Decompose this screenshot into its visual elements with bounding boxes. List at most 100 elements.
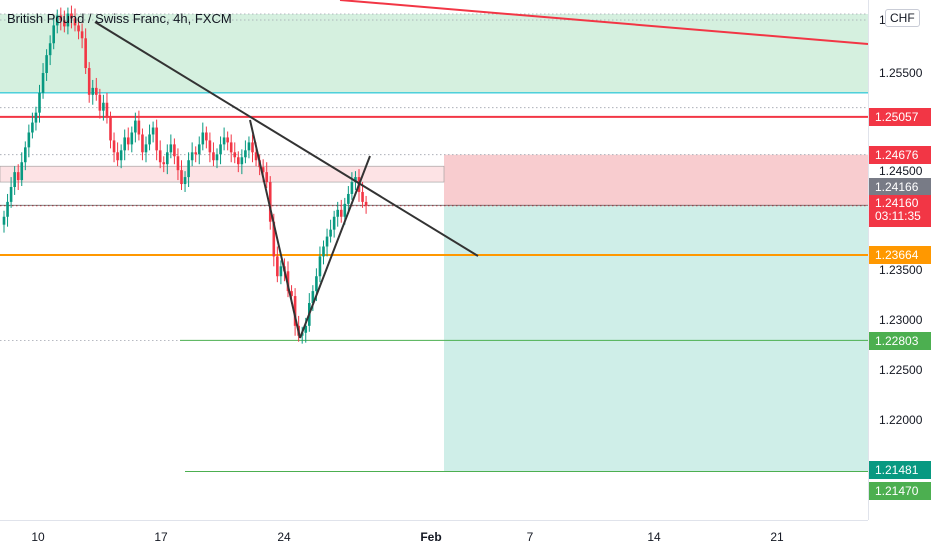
candle-body bbox=[343, 203, 347, 217]
time-tick: 21 bbox=[770, 530, 784, 544]
candle-body bbox=[116, 152, 119, 161]
candle-body bbox=[318, 256, 322, 277]
time-tick: 7 bbox=[526, 530, 534, 544]
time-tick: 14 bbox=[647, 530, 661, 544]
price-tick: 1.24500 bbox=[879, 164, 923, 178]
candle-body bbox=[112, 140, 116, 153]
candle-body bbox=[70, 13, 73, 19]
candle-body bbox=[27, 132, 31, 148]
candle-body bbox=[9, 187, 13, 202]
current-price-label: 1.24160 03:11:35 bbox=[869, 195, 931, 227]
candle-body bbox=[226, 137, 229, 143]
trendlines-layer bbox=[94, 0, 868, 339]
candle-body bbox=[91, 87, 95, 95]
candle-body bbox=[102, 102, 105, 111]
symbol-title[interactable]: British Pound / Swiss Franc, 4h, FXCM bbox=[7, 11, 232, 26]
candle-body bbox=[52, 25, 55, 44]
grey-level-price-label: 1.24166 bbox=[869, 178, 931, 196]
target-price-label: 1.21481 bbox=[869, 461, 931, 479]
candle-body bbox=[194, 152, 197, 155]
candle-body bbox=[166, 152, 169, 165]
low-price-label: 1.22803 bbox=[869, 332, 931, 350]
candle-body bbox=[183, 177, 187, 185]
candle-body bbox=[173, 144, 176, 157]
candle-body bbox=[208, 140, 212, 153]
candle-body bbox=[176, 156, 180, 171]
candle-body bbox=[134, 120, 137, 133]
time-axis[interactable]: 10 17 24 Feb 7 14 21 bbox=[0, 520, 868, 550]
entry-box bbox=[0, 165, 445, 183]
candle-body bbox=[339, 209, 343, 217]
candle-body bbox=[155, 127, 158, 151]
currency-badge[interactable]: CHF bbox=[885, 9, 920, 27]
candle-body bbox=[162, 162, 166, 165]
candle-body bbox=[126, 137, 130, 145]
candle-body bbox=[38, 92, 41, 113]
candle-body bbox=[123, 137, 126, 151]
candle-body bbox=[290, 291, 293, 297]
time-tick: 10 bbox=[31, 530, 45, 544]
candle-body bbox=[169, 144, 173, 153]
candle-body bbox=[325, 236, 329, 247]
candle-body bbox=[233, 152, 237, 158]
candle-body bbox=[254, 152, 258, 161]
candle-body bbox=[347, 193, 350, 204]
candle-body bbox=[158, 150, 162, 163]
candle-body bbox=[63, 20, 66, 27]
candle-body bbox=[201, 132, 205, 145]
rising-wedge-line bbox=[299, 155, 371, 339]
long-term-trendline bbox=[339, 0, 868, 45]
candle-body bbox=[6, 201, 9, 217]
candle-body bbox=[268, 182, 272, 222]
candle-body bbox=[322, 246, 325, 257]
candle-body bbox=[2, 216, 6, 225]
candle-body bbox=[180, 170, 183, 185]
candle-body bbox=[272, 221, 276, 257]
candle-body bbox=[105, 102, 109, 118]
candle-body bbox=[237, 157, 240, 165]
candle-body bbox=[66, 13, 70, 27]
stop-price-label: 1.24676 bbox=[869, 146, 931, 164]
price-tick: 1.22500 bbox=[879, 363, 923, 377]
take-profit-zone bbox=[444, 205, 868, 472]
candle-body bbox=[24, 147, 27, 163]
candle-body bbox=[187, 160, 190, 178]
candle-body bbox=[109, 117, 112, 141]
time-tick: 24 bbox=[277, 530, 291, 544]
current-price-value: 1.24160 bbox=[875, 196, 919, 210]
candle-body bbox=[190, 152, 194, 161]
candle-body bbox=[55, 15, 59, 26]
candle-body bbox=[265, 172, 268, 183]
candle-body bbox=[73, 18, 77, 26]
candle-body bbox=[332, 216, 336, 230]
candle-body bbox=[247, 142, 251, 151]
candle-body bbox=[222, 137, 226, 145]
price-tick: 1.25500 bbox=[879, 66, 923, 80]
candle-body bbox=[276, 256, 279, 277]
candle-body bbox=[119, 150, 123, 161]
candle-body bbox=[329, 229, 332, 237]
descending-trendline bbox=[94, 21, 479, 257]
candle-body bbox=[80, 31, 84, 39]
candle-body bbox=[244, 150, 247, 158]
target-2-price-label: 1.21470 bbox=[869, 482, 931, 500]
candle-body bbox=[311, 291, 315, 304]
candle-body bbox=[364, 201, 368, 206]
candle-body bbox=[354, 177, 357, 183]
chart-plot-area[interactable] bbox=[0, 0, 868, 520]
support-price-label: 1.23664 bbox=[869, 246, 931, 264]
candle-body bbox=[286, 271, 290, 292]
candle-body bbox=[229, 142, 233, 153]
candle-body bbox=[31, 122, 34, 133]
drop-leg-line bbox=[249, 119, 301, 339]
candle-body bbox=[130, 132, 134, 145]
candle-body bbox=[34, 112, 38, 123]
candle-body bbox=[315, 276, 318, 292]
candle-body bbox=[240, 157, 244, 165]
price-tick: 1.23000 bbox=[879, 313, 923, 327]
price-axis[interactable]: 1.2..0 1.25500 1.24500 1.23500 1.23000 1… bbox=[868, 0, 932, 520]
candle-body bbox=[98, 94, 102, 111]
zones-layer bbox=[0, 14, 868, 472]
candle-body bbox=[197, 144, 201, 155]
